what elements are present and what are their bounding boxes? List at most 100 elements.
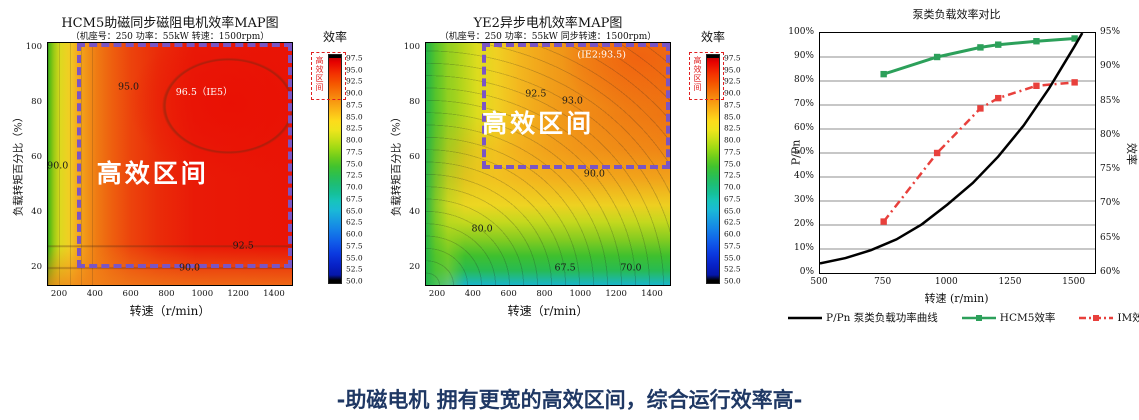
tick-label: 1000	[191, 289, 214, 299]
tick-label: 95.0	[724, 65, 741, 75]
legend-label: P/Pn 泵类负载功率曲线	[826, 312, 938, 324]
contour-value-label: 93.0	[561, 95, 583, 107]
colorbar-gradient	[706, 54, 720, 284]
contour-value-label: 70.0	[620, 262, 642, 274]
tick-label: 65.0	[346, 206, 363, 216]
legend-item-hcm5: HCM5效率	[961, 310, 1056, 325]
legend-item-pump-curve: P/Pn 泵类负载功率曲线	[788, 310, 938, 325]
tick-label: 55.0	[346, 253, 363, 263]
x-axis-label: 转速（r/min）	[129, 304, 211, 318]
tick-label: 60	[409, 151, 420, 162]
hcm5-efficiency-map-chart: HCM5助磁同步磁阻电机效率MAP图 （机座号：250 功率：55kW 转速：1…	[2, 0, 374, 345]
line-chart-svg	[820, 33, 1095, 265]
legend-label: IM效率	[1117, 312, 1139, 324]
tick-label: 800	[158, 289, 175, 299]
tick-label: 67.5	[724, 194, 741, 204]
tick-label: 400	[464, 289, 481, 299]
high-efficiency-region-box	[77, 43, 292, 269]
tick-label: 72.5	[346, 170, 363, 180]
tick-label: 1400	[641, 289, 663, 299]
tick-label: 50.0	[724, 276, 741, 286]
tick-label: 95.0	[346, 65, 363, 75]
right-y-axis-ticks: 95% 90% 85% 80% 75% 70% 65% 60%	[1098, 27, 1128, 277]
tick-label: 80.0	[346, 135, 363, 145]
tick-label: 90%	[1100, 61, 1121, 72]
tick-label: 57.5	[346, 241, 363, 251]
tick-label: 80%	[793, 75, 814, 85]
tick-label: 70.0	[346, 182, 363, 192]
tick-label: 60.0	[346, 229, 363, 239]
legend-line-sample	[961, 314, 996, 321]
tick-label: 750	[874, 277, 892, 287]
tick-label: 70%	[793, 99, 814, 109]
legend: P/Pn 泵类负载功率曲线 HCM5效率 IM效率	[788, 310, 1139, 325]
tick-label: 72.5	[724, 170, 741, 180]
tick-label: 100	[403, 42, 420, 52]
tick-label: 20	[31, 261, 42, 272]
tick-label: 77.5	[346, 147, 363, 157]
tick-label: 75.0	[724, 159, 741, 169]
tick-label: 70%	[1100, 198, 1121, 209]
tick-label: 1500	[1062, 277, 1086, 287]
contour-value-label: 80.0	[471, 223, 493, 235]
tick-label: 30%	[793, 195, 814, 205]
tick-label: 80.0	[724, 135, 741, 145]
tick-label: 80	[409, 96, 420, 107]
tick-label: 60%	[793, 123, 814, 133]
efficiency-map-plot: (IE2:93.5) 92.5 93.0 90.0 80.0 67.5 70.0 高效区间	[425, 42, 671, 286]
tick-label: 52.5	[724, 264, 741, 274]
tick-label: 75.0	[346, 159, 363, 169]
legend-line-sample	[788, 316, 822, 319]
x-axis-ticks: 500 750 1000 1250 1500	[810, 277, 1094, 289]
tick-label: 40%	[793, 171, 814, 181]
efficiency-map-plot: 95.0 96.5（IE5） 90.0 92.5 90.0 高效区间	[47, 42, 293, 286]
tick-label: 50%	[793, 147, 814, 157]
legend-label: HCM5效率	[999, 312, 1056, 324]
tick-label: 60.0	[724, 229, 741, 239]
tick-label: 85.0	[346, 112, 363, 122]
tick-label: 80%	[1100, 129, 1121, 140]
tick-label: 87.5	[346, 100, 363, 110]
chart-title: YE2异步电机效率MAP图	[473, 16, 623, 31]
contour-value-label: (IE2:93.5)	[577, 49, 626, 61]
colorbar-high-eff-box: 高效区间	[689, 52, 724, 100]
tick-label: 95%	[1100, 27, 1121, 37]
tick-label: 92.5	[724, 76, 741, 86]
left-y-axis-ticks: 100% 90% 80% 70% 60% 50% 40% 30% 20% 10% 0%	[788, 27, 816, 277]
figure-caption: -助磁电机 拥有更宽的高效区间，综合运行效率高-	[336, 388, 803, 412]
tick-label: 20%	[793, 219, 814, 229]
high-efficiency-region-label: 高效区间	[482, 108, 595, 138]
tick-label: 90.0	[346, 88, 363, 98]
x-axis-label: 转速 (r/min)	[924, 292, 989, 305]
contour-value-label: 95.0	[117, 81, 140, 93]
contour-value-label: 92.5	[232, 240, 254, 252]
tick-label: 1000	[934, 277, 958, 287]
contour-value-label: 90.0	[47, 160, 69, 172]
tick-label: 40	[409, 206, 420, 217]
tick-label: 40	[31, 206, 42, 217]
tick-label: 97.5	[346, 53, 363, 63]
y-axis-ticks: 100 80 60 40 20	[22, 42, 44, 286]
high-efficiency-region-label: 高效区间	[96, 159, 209, 189]
tick-label: 67.5	[346, 194, 363, 204]
tick-label: 100	[25, 42, 42, 52]
tick-label: 90%	[793, 51, 814, 61]
colorbar-high-eff-box: 高效区间	[311, 52, 346, 100]
tick-label: 85.0	[724, 112, 741, 122]
x-axis-ticks: 200 400 600 800 1000 1200 1400	[425, 289, 671, 301]
tick-label: 65.0	[724, 206, 741, 216]
tick-label: 60%	[1100, 267, 1121, 278]
colorbar-title: 效率	[700, 30, 725, 44]
tick-label: 75%	[1100, 164, 1121, 175]
tick-label: 57.5	[724, 241, 741, 251]
x-axis-ticks: 200 400 600 800 1000 1200 1400	[47, 289, 293, 301]
contour-value-label: 96.5（IE5）	[175, 87, 233, 99]
efficiency-colorbar: 效率 97.5 95.0 92.5 90.0 87.5 85.0 82.5 80.0 77.5 7…	[302, 28, 374, 290]
legend-line-sample	[1079, 314, 1114, 321]
ye2-efficiency-map-chart: YE2异步电机效率MAP图 （机座号：250 功率：55kW 同步转速：1500…	[380, 0, 752, 345]
chart-title: HCM5助磁同步磁阻电机效率MAP图	[61, 16, 279, 31]
tick-label: 0%	[799, 267, 814, 277]
contour-lines	[48, 43, 102, 285]
tick-label: 600	[122, 289, 139, 299]
